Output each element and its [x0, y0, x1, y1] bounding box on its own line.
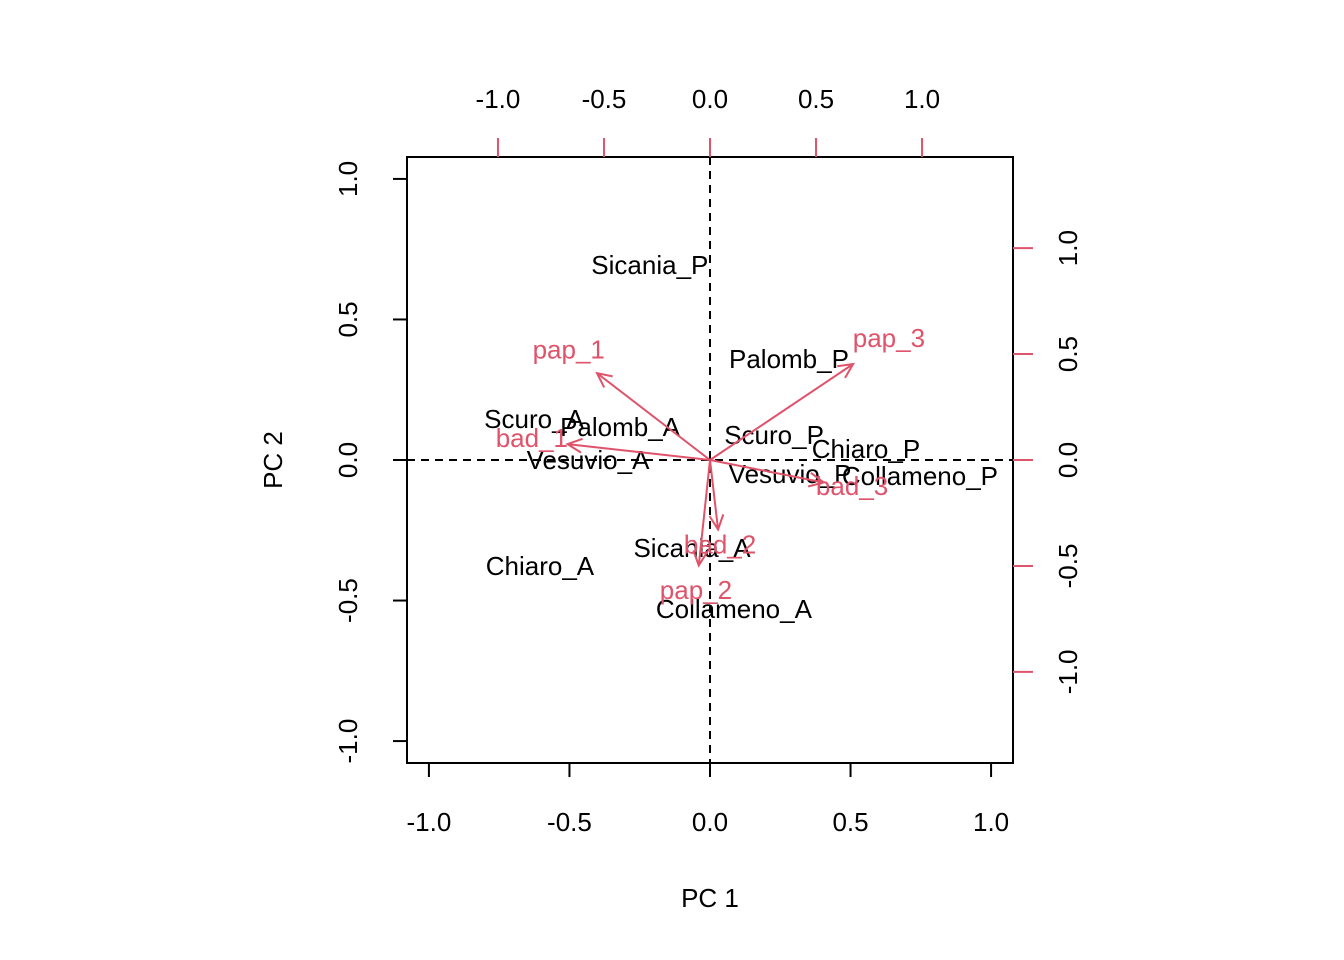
score-label: Vesuvio_A — [527, 445, 651, 475]
score-label: Vesuvio_P — [729, 459, 852, 489]
y2-tick-label: 0.5 — [1053, 336, 1083, 372]
loading-label: bad_2 — [684, 530, 756, 560]
x2-tick-label: 1.0 — [904, 84, 940, 114]
y2-tick-label: 1.0 — [1053, 230, 1083, 266]
y-tick-label: 0.5 — [333, 301, 363, 337]
loading-arrow — [709, 362, 856, 461]
loading-label: pap_2 — [660, 575, 732, 605]
loading-arrow — [709, 459, 826, 488]
y-tick-label: 0.0 — [333, 442, 363, 478]
y-axis-label: PC 2 — [258, 431, 288, 489]
x-tick-label: 0.0 — [692, 807, 728, 837]
score-label: Scuro_A — [484, 404, 584, 434]
score-label: Chiaro_A — [486, 551, 595, 581]
x-tick-label: 0.5 — [832, 807, 868, 837]
x2-tick-label: 0.0 — [692, 84, 728, 114]
y2-tick-label: 0.0 — [1053, 442, 1083, 478]
score-label: Sicania_A — [633, 533, 751, 563]
x2-tick-label: -1.0 — [476, 84, 521, 114]
loading-label: pap_3 — [853, 323, 925, 353]
score-label: Collameno_A — [656, 594, 813, 624]
y-tick-label: -0.5 — [333, 578, 363, 623]
score-label: Sicania_P — [591, 250, 708, 280]
y-tick-label: 1.0 — [333, 161, 363, 197]
loading-arrow — [692, 459, 711, 568]
score-labels: Sicania_PPalomb_PScuro_APalomb_AVesuvio_… — [484, 250, 998, 624]
x-tick-label: -0.5 — [547, 807, 592, 837]
loading-label: bad_3 — [816, 471, 888, 501]
x2-tick-label: 0.5 — [798, 84, 834, 114]
y2-tick-label: -0.5 — [1053, 544, 1083, 589]
x-axis-label: PC 1 — [681, 883, 739, 913]
loading-label: bad_1 — [496, 423, 568, 453]
loading-arrow — [565, 437, 711, 461]
loading-arrow — [708, 459, 725, 532]
x-tick-label: -1.0 — [407, 807, 452, 837]
score-label: Scuro_P — [724, 420, 824, 450]
y2-tick-label: -1.0 — [1053, 649, 1083, 694]
loading-arrow — [595, 371, 711, 461]
y-tick-label: -1.0 — [333, 719, 363, 764]
loading-label: pap_1 — [533, 334, 605, 364]
x-tick-label: 1.0 — [973, 807, 1009, 837]
x2-tick-label: -0.5 — [582, 84, 627, 114]
score-label: Palomb_A — [560, 412, 681, 442]
score-label: Collameno_P — [842, 461, 998, 491]
score-label: Palomb_P — [729, 344, 849, 374]
score-label: Chiaro_P — [812, 434, 920, 464]
